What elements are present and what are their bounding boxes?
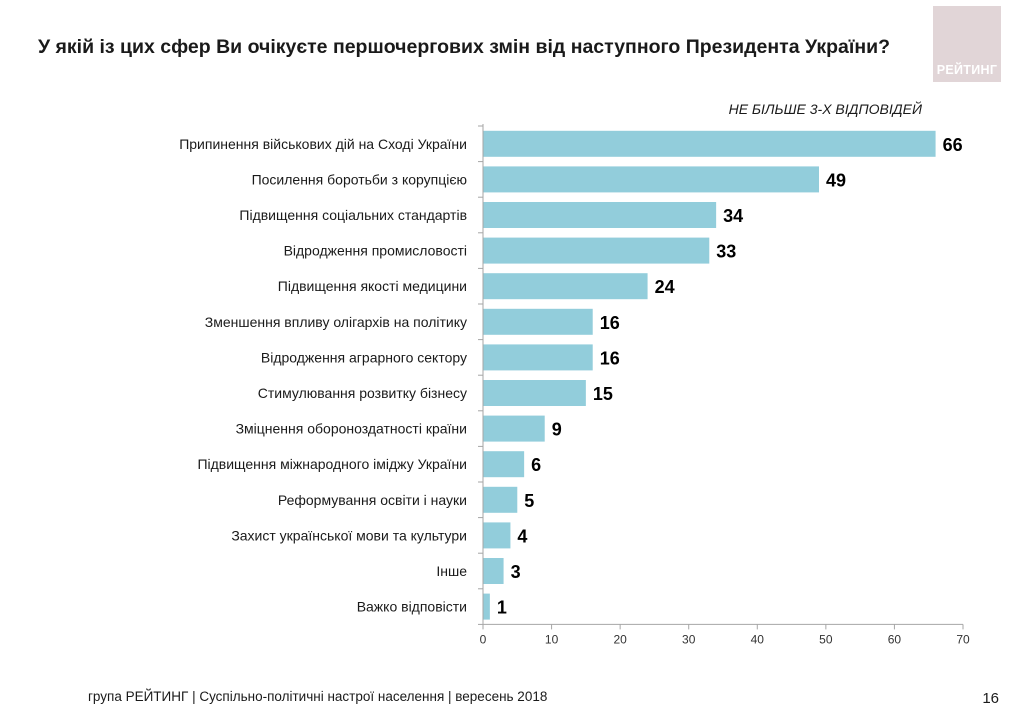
- x-tick-label: 50: [819, 632, 833, 646]
- bar: [483, 130, 936, 157]
- data-label: 1: [497, 598, 507, 618]
- data-label: 4: [517, 526, 527, 546]
- category-label: Відродження аграрного сектору: [261, 349, 467, 365]
- bar: [483, 558, 504, 584]
- data-label: 66: [943, 135, 963, 155]
- category-label: Інше: [436, 563, 467, 579]
- bar: [483, 166, 819, 193]
- x-tick-label: 40: [751, 632, 765, 646]
- category-label: Важко відповісти: [357, 599, 467, 615]
- category-label: Підвищення якості медицини: [278, 278, 467, 294]
- data-label: 33: [716, 242, 736, 262]
- bar: [483, 273, 648, 300]
- bar: [483, 451, 525, 478]
- data-label: 15: [593, 384, 613, 404]
- x-tick-label: 30: [682, 632, 696, 646]
- data-label: 16: [600, 348, 620, 368]
- data-label: 24: [655, 277, 675, 297]
- data-label: 34: [723, 206, 743, 226]
- bar: [483, 344, 593, 371]
- category-label: Відродження промисловості: [284, 243, 467, 259]
- page-number: 16: [982, 690, 999, 707]
- category-label: Зменшення впливу олігархів на політику: [205, 314, 467, 330]
- answer-limit-note: НЕ БІЛЬШЕ 3-Х ВІДПОВІДЕЙ: [728, 101, 922, 117]
- data-label: 3: [511, 562, 521, 582]
- bar: [483, 486, 518, 513]
- x-tick-label: 20: [613, 632, 627, 646]
- bar: [483, 237, 710, 264]
- x-tick-label: 70: [956, 632, 970, 646]
- category-label: Припинення військових дій на Сході Украї…: [179, 136, 467, 152]
- data-label: 5: [524, 491, 534, 511]
- logo-text: РЕЙТИНГ: [936, 63, 998, 77]
- category-label: Підвищення соціальних стандартів: [239, 207, 467, 223]
- data-label: 16: [600, 313, 620, 333]
- bar: [483, 202, 717, 228]
- x-tick-label: 10: [545, 632, 559, 646]
- chart-title: У якій із цих сфер Ви очікуєте першочерг…: [38, 36, 891, 58]
- category-label: Захист української мови та культури: [231, 527, 467, 543]
- bar: [483, 380, 586, 406]
- category-label: Реформування освіти і науки: [278, 492, 467, 508]
- data-label: 6: [531, 455, 541, 475]
- category-label: Зміцнення обороноздатності країни: [236, 421, 467, 437]
- category-label: Підвищення міжнародного іміджу України: [197, 456, 467, 472]
- bar: [483, 415, 545, 442]
- data-label: 49: [826, 170, 846, 190]
- bar: [483, 593, 490, 620]
- bar: [483, 308, 593, 335]
- footer-text: група РЕЙТИНГ | Суспільно-політичні наст…: [88, 689, 548, 704]
- data-label: 9: [552, 420, 562, 440]
- category-label: Посилення боротьби з корупцією: [252, 171, 467, 187]
- bar: [483, 522, 511, 549]
- category-label: Стимулювання розвитку бізнесу: [258, 385, 467, 401]
- x-tick-label: 0: [480, 632, 487, 646]
- reyting-logo: РЕЙТИНГ: [933, 6, 1001, 82]
- x-tick-label: 60: [888, 632, 902, 646]
